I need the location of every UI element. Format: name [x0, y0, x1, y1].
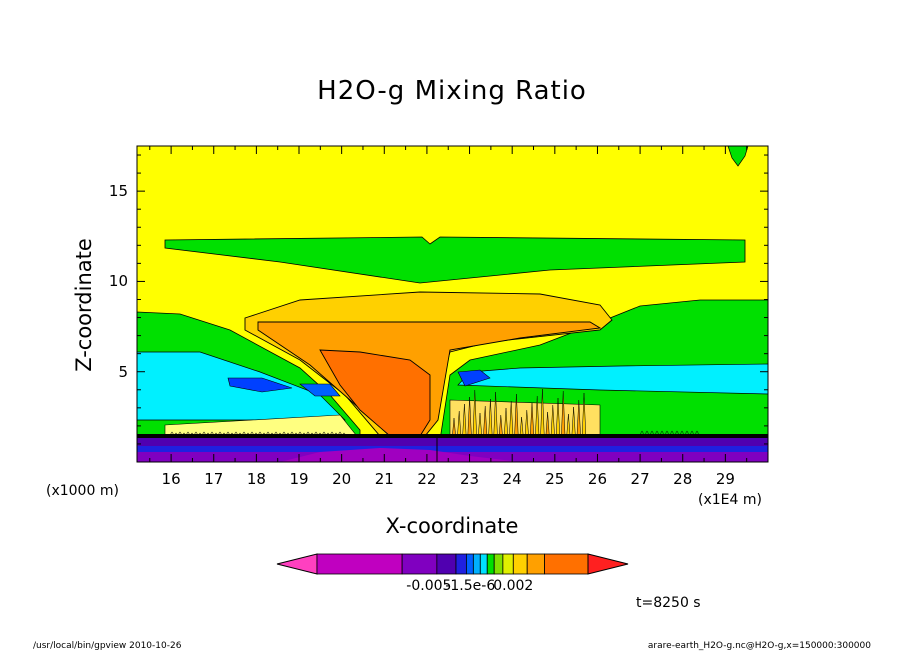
x-tick-label: 20: [332, 470, 352, 488]
colorbar-segment: [472, 553, 481, 575]
colorbar-tick-label: -0.005: [406, 578, 452, 594]
x-scale-label: (x1E4 m): [698, 492, 762, 508]
colorbar-segment: [401, 553, 438, 575]
contour-layers: [137, 146, 768, 462]
colorbar-segment: [465, 553, 474, 575]
streak: [529, 402, 535, 441]
y-tick-label: 15: [108, 182, 128, 201]
streak: [566, 413, 571, 441]
streak: [550, 404, 556, 441]
colorbar-segment: [455, 553, 467, 575]
surface-line: [137, 434, 768, 438]
streak: [462, 403, 467, 441]
streak: [524, 409, 530, 441]
blue-patch-mid: [299, 383, 341, 397]
x-tick-label: 25: [545, 470, 565, 488]
axis-ticks: [137, 146, 768, 462]
streak: [498, 414, 504, 441]
streak: [571, 406, 576, 441]
time-label: t=8250 s: [636, 595, 701, 611]
streak: [508, 400, 514, 441]
colorbar-segment: [316, 553, 403, 575]
streak: [560, 390, 566, 441]
green-upper-band: [164, 236, 746, 284]
colorbar: [276, 553, 629, 575]
x-tick-label: 17: [204, 470, 224, 488]
footer-left: /usr/local/bin/gpview 2010-10-26: [33, 641, 182, 651]
plot-frame: [136, 145, 769, 463]
colorbar-segment: [544, 553, 589, 575]
streak: [493, 391, 498, 441]
updraft-core: [319, 349, 431, 437]
streak: [472, 389, 478, 441]
footer-right: arare-earth_H2O-g.nc@H2O-g,x=150000:3000…: [647, 641, 871, 651]
streak: [482, 405, 488, 441]
y-tick-label: 5: [118, 362, 128, 381]
blue-patch-right: [457, 369, 491, 387]
plot-area: [136, 145, 769, 463]
colorbar-tick-label: 0.002: [493, 578, 534, 594]
colorbar-high-arrow: [587, 553, 629, 575]
x-tick-label: 26: [587, 470, 607, 488]
x-tick-label: 16: [161, 470, 181, 488]
convective-streaks: [451, 388, 587, 441]
x-tick-label: 22: [417, 470, 437, 488]
x-tick-label: 23: [460, 470, 480, 488]
streak: [503, 407, 509, 441]
chart-title: H2O-g Mixing Ratio: [317, 76, 587, 106]
streak: [477, 412, 483, 441]
streak: [534, 395, 540, 441]
blue-layer: [137, 446, 768, 452]
streak: [488, 398, 493, 441]
colorbar-segment: [486, 553, 495, 575]
x-unit-label: (x1000 m): [46, 483, 119, 499]
colorbar-segment: [479, 553, 488, 575]
y-axis-label: Z-coordinate: [72, 238, 96, 372]
x-tick-label: 29: [715, 470, 735, 488]
green-blob: [727, 146, 749, 167]
colorbar-segment: [502, 553, 514, 575]
colorbar-segment: [526, 553, 545, 575]
colorbar-low-arrow: [276, 553, 318, 575]
y-tick-label: 10: [108, 272, 128, 291]
x-tick-label: 27: [630, 470, 650, 488]
streak: [540, 388, 545, 441]
colorbar-tick-label: -1.5e-6: [445, 578, 496, 594]
blue-patch-left: [227, 377, 293, 393]
streak: [555, 397, 561, 441]
x-axis-label: X-coordinate: [385, 514, 519, 538]
colorbar-segment: [512, 553, 528, 575]
x-tick-label: 18: [246, 470, 266, 488]
colorbar-segment: [493, 553, 504, 575]
streak: [576, 399, 582, 441]
x-tick-label: 21: [374, 470, 394, 488]
streak: [581, 392, 587, 441]
streak: [456, 410, 462, 441]
x-tick-label: 28: [673, 470, 693, 488]
x-tick-label: 24: [502, 470, 522, 488]
x-tick-label: 19: [289, 470, 309, 488]
purple-layer-1: [137, 438, 768, 446]
purple-dip: [280, 448, 520, 462]
streak: [514, 393, 519, 441]
streak: [545, 411, 550, 441]
streak: [467, 396, 472, 441]
colorbar-segment: [436, 553, 457, 575]
